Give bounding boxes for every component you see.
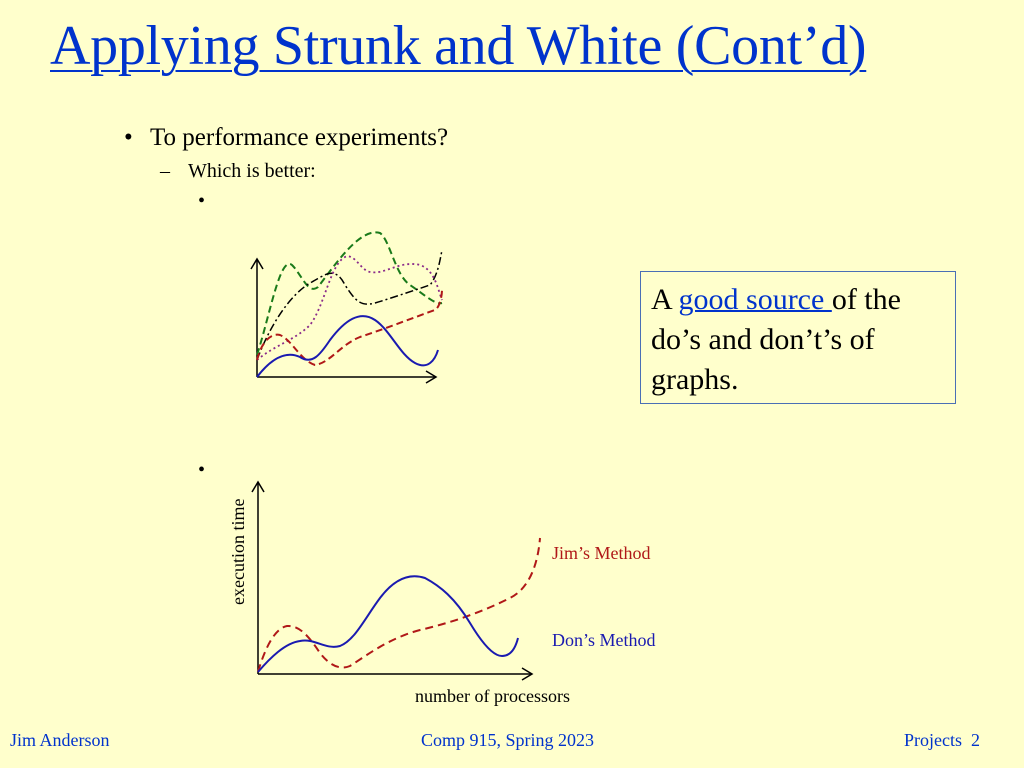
slide-title: Applying Strunk and White (Cont’d) [50, 15, 867, 77]
bullet-level3-second: • [198, 459, 206, 481]
series-green-dashed [256, 231, 443, 356]
bullet-level1: • To performance experiments? [124, 124, 448, 152]
x-axis-label: number of processors [415, 686, 570, 706]
note-box: A good source of the do’s and don’t’s of… [640, 271, 956, 404]
footer-course: Comp 915, Spring 2023 [421, 730, 595, 750]
bullet-level2: – Which is better: [160, 160, 316, 183]
series-dons-method [257, 575, 519, 673]
y-axis-label: execution time [228, 499, 248, 605]
bullet-text: To performance experiments? [150, 124, 449, 151]
dash-marker: – [160, 160, 170, 182]
footer-author: Jim Anderson [10, 730, 110, 750]
good-source-link[interactable]: good source [678, 283, 832, 316]
series-red-dashed [256, 289, 443, 367]
series-jims-method [257, 537, 541, 673]
bullet-marker: • [124, 124, 133, 151]
legend-jims-method: Jim’s Method [552, 543, 651, 563]
footer-page: Projects 2 [904, 730, 980, 750]
note-line-3: graphs. [651, 363, 739, 396]
bullet-text: Which is better: [188, 160, 316, 182]
clean-chart [251, 480, 541, 681]
bullet-level3-first: • [198, 190, 206, 212]
note-line-2: do’s and don’t’s of [651, 323, 875, 356]
note-line-1: A good source of the [651, 283, 901, 316]
series-black-dashdot [256, 249, 443, 361]
series-purple-dotted [256, 255, 443, 361]
y-axis-label-container: execution time [228, 499, 248, 605]
series-blue-solid [256, 315, 439, 378]
legend-dons-method: Don’s Method [552, 630, 656, 650]
cluttered-chart [250, 231, 443, 384]
axes [251, 480, 534, 681]
